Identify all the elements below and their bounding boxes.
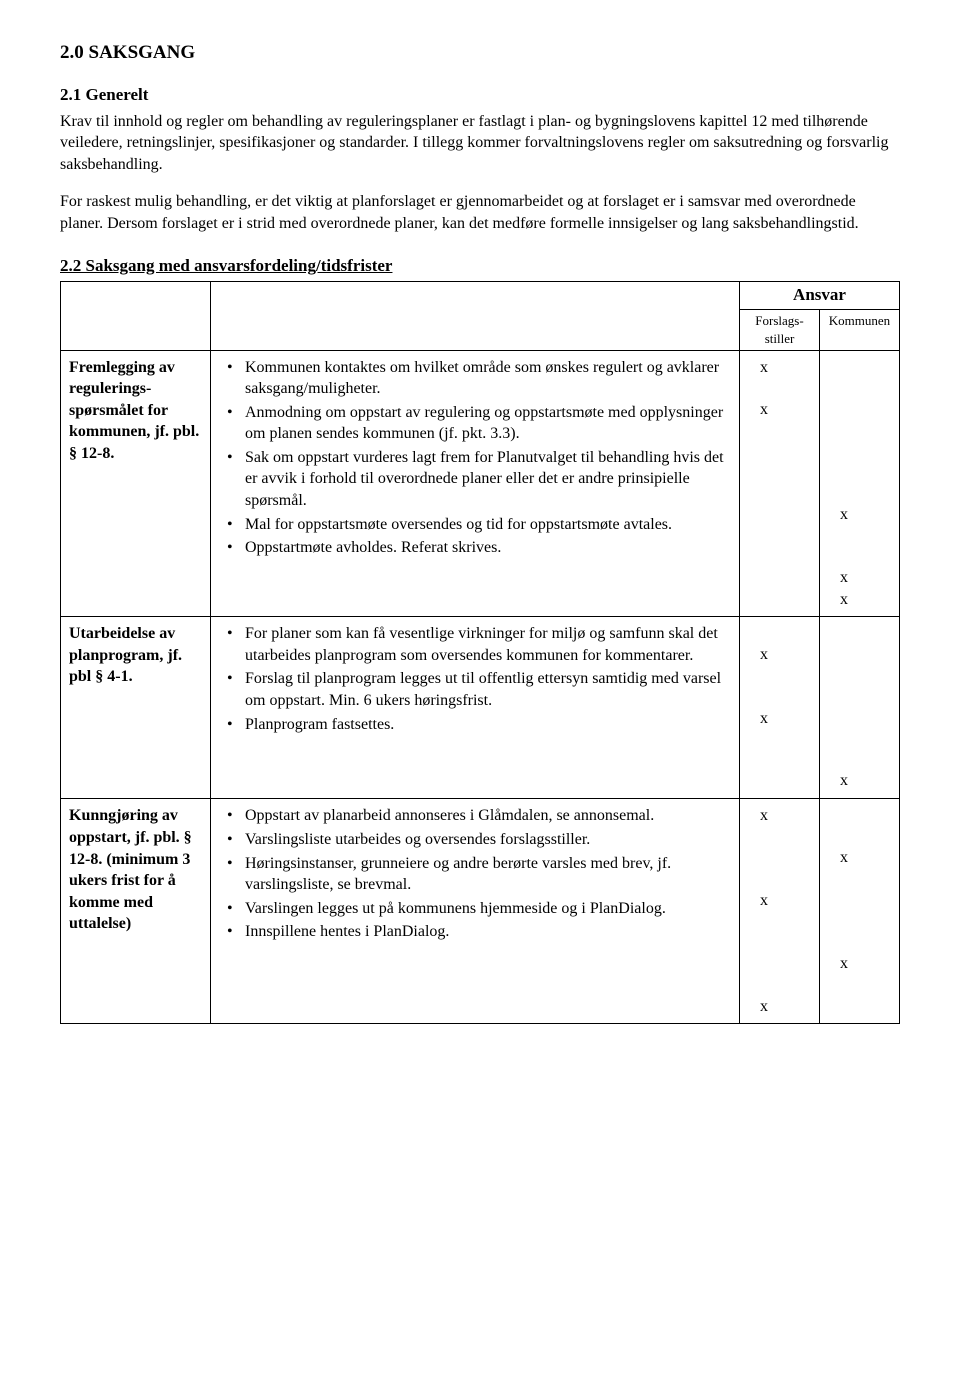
list-item: Oppstart av planarbeid annonseres i Glåm… xyxy=(245,805,729,827)
row-items: Kommunen kontaktes om hvilket område som… xyxy=(211,350,740,617)
list-item: Anmodning om oppstart av regulering og o… xyxy=(245,402,729,445)
para-generelt-1: Krav til innhold og regler om behandling… xyxy=(60,111,900,176)
row-header: Kunngjøring av oppstart, jf. pbl. § 12-8… xyxy=(61,799,211,1024)
list-item: Forslag til planprogram legges ut til of… xyxy=(245,668,729,711)
table-row: Utarbeidelse av planprogram, jf. pbl § 4… xyxy=(61,617,900,799)
page-title: 2.0 SAKSGANG xyxy=(60,40,900,66)
row-items: For planer som kan få vesentlige virknin… xyxy=(211,617,740,799)
list-item: Varslingen legges ut på kommunens hjemme… xyxy=(245,898,729,920)
list-item: Kommunen kontaktes om hvilket område som… xyxy=(245,357,729,400)
forslags-marks: x x xyxy=(740,617,820,799)
list-item: Sak om oppstart vurderes lagt frem for P… xyxy=(245,447,729,512)
para-generelt-2: For raskest mulig behandling, er det vik… xyxy=(60,191,900,234)
section-heading-generelt: 2.1 Generelt xyxy=(60,84,900,107)
list-item: Mal for oppstartsmøte oversendes og tid … xyxy=(245,514,729,536)
list-item: Oppstartmøte avholdes. Referat skrives. xyxy=(245,537,729,559)
row-items: Oppstart av planarbeid annonseres i Glåm… xyxy=(211,799,740,1024)
list-item: Innspillene hentes i PlanDialog. xyxy=(245,921,729,943)
col-forslagsstiller: Forslags-stiller xyxy=(740,310,820,350)
saksgang-table: Ansvar Forslags-stiller Kommunen Fremleg… xyxy=(60,281,900,1024)
forslags-marks: x x x xyxy=(740,799,820,1024)
forslags-marks: x x xyxy=(740,350,820,617)
section-heading-saksgang: 2.2 Saksgang med ansvarsfordeling/tidsfr… xyxy=(60,255,900,278)
kommunen-marks: x x x xyxy=(820,350,900,617)
row-header: Fremlegging av regulerings-spørsmålet fo… xyxy=(61,350,211,617)
kommunen-marks: x x xyxy=(820,799,900,1024)
col-ansvar: Ansvar xyxy=(740,282,900,310)
list-item: For planer som kan få vesentlige virknin… xyxy=(245,623,729,666)
table-row: Kunngjøring av oppstart, jf. pbl. § 12-8… xyxy=(61,799,900,1024)
list-item: Varslingsliste utarbeides og oversendes … xyxy=(245,829,729,851)
kommunen-marks: x xyxy=(820,617,900,799)
list-item: Planprogram fastsettes. xyxy=(245,714,729,736)
table-row: Fremlegging av regulerings-spørsmålet fo… xyxy=(61,350,900,617)
row-header: Utarbeidelse av planprogram, jf. pbl § 4… xyxy=(61,617,211,799)
col-kommunen: Kommunen xyxy=(820,310,900,350)
